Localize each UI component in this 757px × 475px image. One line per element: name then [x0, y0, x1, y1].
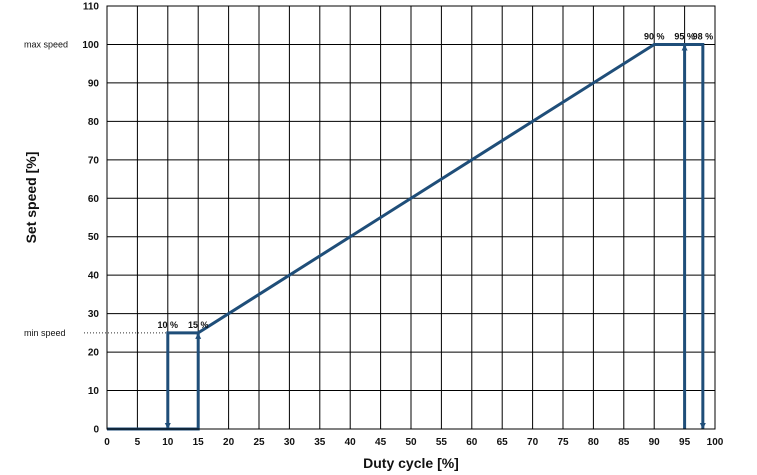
x-tick-label: 65	[497, 437, 509, 448]
y-axis-title: Set speed [%]	[23, 152, 39, 244]
arrow-down-98	[699, 423, 706, 429]
y-tick-label: 30	[88, 309, 100, 320]
arrow-up-95	[681, 44, 688, 51]
y-tick-label: 0	[93, 425, 99, 436]
threshold-label: 10 %	[158, 320, 179, 330]
x-tick-label: 15	[193, 437, 205, 448]
y-tick-label: 50	[88, 232, 100, 243]
threshold-label: 15 %	[188, 320, 209, 330]
x-tick-label: 20	[223, 437, 235, 448]
y-tick-label: 40	[88, 271, 100, 282]
axis-layer	[106, 5, 716, 430]
x-tick-label: 75	[557, 437, 569, 448]
x-tick-label: 60	[466, 437, 478, 448]
y-tick-label: 60	[88, 194, 100, 205]
y-tick-label: 80	[88, 117, 100, 128]
hysteresis-low-segment	[166, 331, 199, 429]
x-tick-label: 10	[162, 437, 174, 448]
x-tick-label: 100	[707, 437, 724, 448]
plot-border	[106, 5, 716, 430]
x-tick-label: 45	[375, 437, 387, 448]
threshold-label: 98 %	[693, 31, 714, 41]
label-layer: 0 5 10 15 20 25 30 35 40 45 50 55 60 65 70 75 80 85 90 95 10…	[24, 2, 724, 449]
grid-layer	[106, 5, 716, 430]
x-tick-label: 80	[588, 437, 600, 448]
y-tick-label: 20	[88, 348, 100, 359]
x-tick-label: 25	[253, 437, 265, 448]
x-tick-label: 70	[527, 437, 539, 448]
y-tick-label: 110	[83, 2, 100, 13]
arrow-down-10	[164, 423, 171, 429]
x-tick-label: 0	[104, 437, 110, 448]
speed-marker-label: max speed	[24, 39, 68, 49]
speed-marker-label: min speed	[24, 328, 66, 338]
x-tick-label: 40	[345, 437, 357, 448]
x-axis-title: Duty cycle [%]	[363, 455, 459, 471]
arrow-up-15	[195, 332, 202, 339]
x-tick-label: 5	[135, 437, 141, 448]
x-tick-label: 35	[314, 437, 326, 448]
threshold-label: 95 %	[674, 31, 695, 41]
y-tick-label: 100	[82, 40, 99, 51]
x-tick-label: 55	[436, 437, 448, 448]
x-tick-label: 30	[284, 437, 296, 448]
y-tick-label: 70	[88, 155, 100, 166]
threshold-label: 90 %	[644, 31, 665, 41]
x-tick-label: 50	[405, 437, 417, 448]
y-tick-label: 90	[88, 78, 100, 89]
x-tick-label: 95	[679, 437, 691, 448]
x-tick-label: 85	[618, 437, 630, 448]
y-tick-label: 10	[88, 386, 100, 397]
x-tick-label: 90	[649, 437, 661, 448]
